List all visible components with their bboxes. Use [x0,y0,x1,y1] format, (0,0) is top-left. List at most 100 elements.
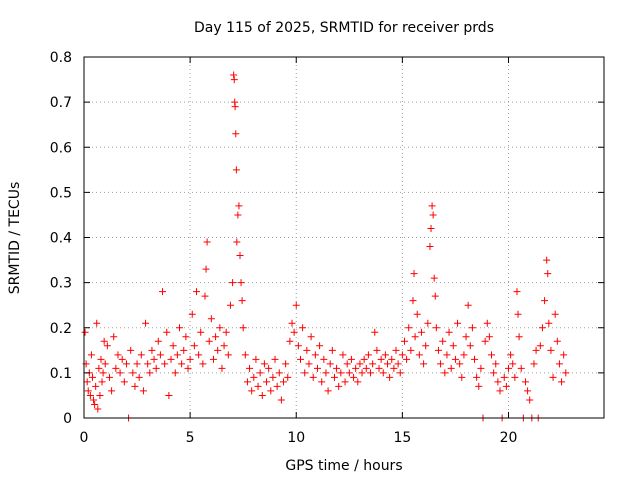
data-point [199,360,207,368]
data-point [307,333,315,341]
data-point [411,333,419,341]
data-point [101,360,109,368]
data-point [246,364,254,372]
data-point [335,382,343,390]
data-point [417,328,425,336]
data-point [263,378,271,386]
data-point [555,360,563,368]
data-point [205,337,213,345]
data-point [445,328,453,336]
data-point [299,324,307,332]
data-point [252,355,260,363]
data-point [159,288,167,296]
data-point [515,333,523,341]
data-point [381,351,389,359]
data-point [207,315,215,323]
data-point [277,396,285,404]
data-point [216,324,224,332]
data-point [241,351,249,359]
data-point [97,355,105,363]
data-point [532,346,540,354]
data-point [231,103,239,111]
data-point [326,360,334,368]
data-point [116,369,124,377]
data-point [507,351,515,359]
data-point [428,202,436,210]
data-point [83,378,91,386]
data-point [439,337,447,345]
data-point [286,337,294,345]
data-point [209,355,217,363]
data-point [544,270,552,278]
data-point [142,319,150,327]
data-point [392,346,400,354]
data-point [386,373,394,381]
data-point [458,373,466,381]
data-point [284,373,292,381]
data-point [360,355,368,363]
data-point [384,360,392,368]
data-point [369,360,377,368]
y-tick-label: 0.8 [50,50,72,66]
data-point [454,319,462,327]
data-point [466,342,474,350]
data-point [322,369,330,377]
data-points [81,71,570,422]
data-point [422,342,430,350]
data-point [232,166,240,174]
data-point [485,333,493,341]
data-point [161,360,169,368]
data-point [186,355,194,363]
data-point [169,342,177,350]
data-point [288,319,296,327]
data-point [558,378,566,386]
data-point [222,328,230,336]
data-point [536,342,544,350]
data-point [394,360,402,368]
x-tick-label: 20 [500,430,518,446]
data-point [95,364,103,372]
data-point [238,297,246,305]
data-point [100,337,108,345]
data-point [367,369,375,377]
data-point [163,328,171,336]
y-tick-label: 0.4 [50,231,72,247]
data-point [154,337,162,345]
data-point [87,351,95,359]
data-point [413,310,421,318]
data-point [81,328,89,336]
data-point [271,355,279,363]
data-point [545,319,553,327]
data-point [96,391,104,399]
data-point [443,351,451,359]
data-point [171,369,179,377]
data-point [341,378,349,386]
data-point [229,279,237,287]
data-point [320,355,328,363]
data-point [267,387,275,395]
data-point [415,351,423,359]
data-point [156,351,164,359]
data-point [190,342,198,350]
data-point [398,351,406,359]
data-point [330,373,338,381]
data-point [337,369,345,377]
data-point [530,360,538,368]
data-point [350,373,358,381]
data-point [122,360,130,368]
data-point [133,360,141,368]
data-point [490,369,498,377]
data-point [356,360,364,368]
data-point [371,328,379,336]
data-point [248,387,256,395]
data-point [543,256,551,264]
data-point [256,369,264,377]
data-point [426,243,434,251]
data-point [148,346,156,354]
data-point [250,373,258,381]
data-point [92,382,100,390]
data-point [420,360,428,368]
data-point [120,378,128,386]
data-point [146,369,154,377]
